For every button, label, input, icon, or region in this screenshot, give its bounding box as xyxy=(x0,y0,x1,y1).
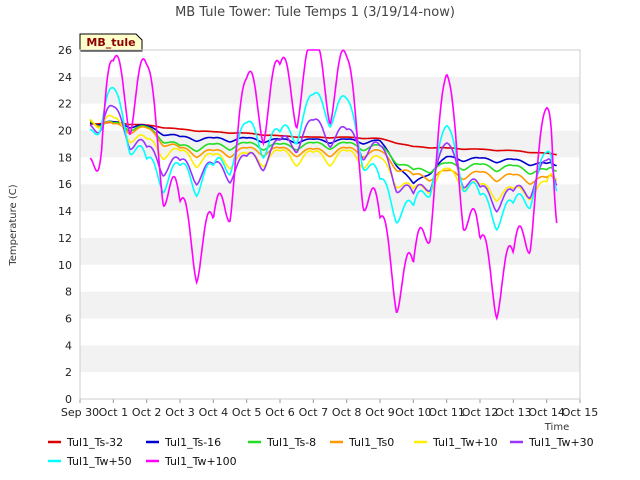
x-tick-label: Oct 4 xyxy=(199,406,229,419)
x-tick-label: Oct 8 xyxy=(332,406,362,419)
legend-label: Tul1_Tw+50 xyxy=(66,455,132,468)
series-line-tul1-tw-100 xyxy=(89,49,558,321)
site-badge-box xyxy=(79,33,143,52)
series-line-tul1-tw-50 xyxy=(89,86,558,232)
x-tick-label: Oct 13 xyxy=(495,406,532,419)
y-tick-label: 6 xyxy=(65,312,72,325)
legend-label: Tul1_Ts-16 xyxy=(164,436,221,449)
x-tick-label: Oct 10 xyxy=(395,406,432,419)
legend-label: Tul1_Ts0 xyxy=(348,436,394,449)
x-tick-label: Oct 5 xyxy=(232,406,262,419)
y-tick-label: 22 xyxy=(58,98,72,111)
series-line-tul1-ts-32 xyxy=(90,121,557,156)
y-tick-label: 2 xyxy=(65,366,72,379)
grid-band xyxy=(80,157,580,185)
grid-band xyxy=(80,345,580,373)
y-tick-label: 14 xyxy=(58,205,72,218)
grid-band xyxy=(80,291,580,319)
x-tick-label: Oct 15 xyxy=(562,406,599,419)
series-line-tul1-tw-30 xyxy=(89,104,558,213)
x-tick-label: Sep 30 xyxy=(61,406,99,419)
series-lines xyxy=(89,49,558,321)
y-axis-label: Temperature (C) xyxy=(8,184,19,266)
x-tick-label: Oct 2 xyxy=(132,406,162,419)
x-tick-label: Oct 11 xyxy=(428,406,465,419)
chart-title: MB Tule Tower: Tule Temps 1 (3/19/14-now… xyxy=(175,5,455,20)
y-tick-label: 4 xyxy=(65,339,72,352)
x-tick-label: Oct 9 xyxy=(365,406,395,419)
grid-band xyxy=(80,264,580,292)
legend-label: Tul1_Ts-32 xyxy=(66,436,123,449)
legend: Tul1_Ts-32 Tul1_Ts-16 Tul1_Ts-8 Tul1_Ts0 Tul… xyxy=(48,436,594,468)
legend-label: Tul1_Tw+10 xyxy=(432,436,498,449)
site-badge-label: MB_tule xyxy=(86,36,135,49)
y-tick-label: 0 xyxy=(65,393,72,406)
x-tick-label: Oct 7 xyxy=(299,406,329,419)
y-tick-label: 10 xyxy=(58,259,72,272)
y-tick-label: 16 xyxy=(58,178,72,191)
site-badge: MB_tule xyxy=(79,33,143,52)
legend-label: Tul1_Tw+30 xyxy=(528,436,594,449)
grid-band xyxy=(80,237,580,265)
series-line-tul1-ts-16 xyxy=(89,120,557,185)
y-tick-label: 20 xyxy=(58,125,72,138)
grid-band xyxy=(80,318,580,346)
x-tick-label: Oct 12 xyxy=(462,406,499,419)
y-tick-label: 26 xyxy=(58,44,72,57)
legend-label: Tul1_Ts-8 xyxy=(266,436,316,449)
grid-band xyxy=(80,76,580,104)
x-tick-label: Oct 14 xyxy=(528,406,565,419)
x-tick-label: Oct 1 xyxy=(99,406,129,419)
plot-frame xyxy=(79,49,581,400)
x-axis-ticks: Sep 30 Oct 1 Oct 2 Oct 3 Oct 4 Oct 5 Oct 6 Oct … xyxy=(61,399,598,419)
x-axis-label: Time xyxy=(544,422,569,433)
x-tick-label: Oct 3 xyxy=(165,406,195,419)
series-line-tul1-ts-8 xyxy=(89,120,557,175)
y-tick-label: 24 xyxy=(58,71,72,84)
grid-band xyxy=(80,50,580,77)
x-tick-label: Oct 6 xyxy=(265,406,295,419)
y-tick-label: 18 xyxy=(58,151,72,164)
series-line-tul1-ts0 xyxy=(89,119,557,186)
background-bands xyxy=(80,50,580,399)
y-tick-label: 12 xyxy=(58,232,72,245)
legend-label: Tul1_Tw+100 xyxy=(164,455,237,468)
y-tick-label: 8 xyxy=(65,286,72,299)
grid-band xyxy=(80,211,580,238)
grid-band xyxy=(80,372,580,399)
